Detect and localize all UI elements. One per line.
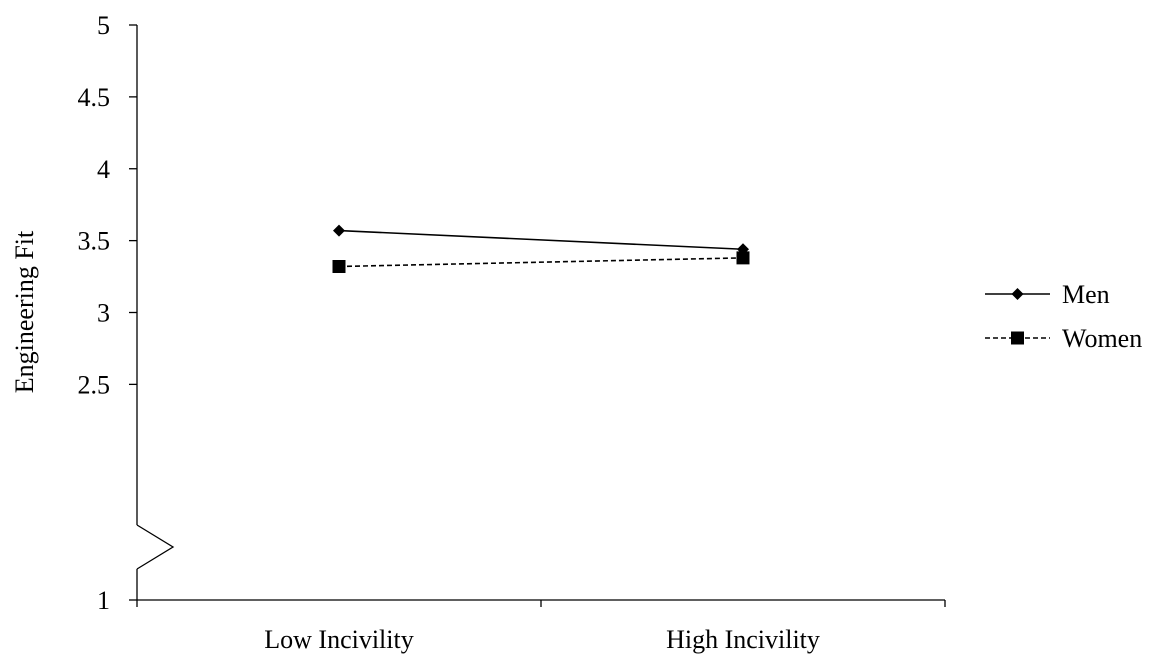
data-point-men bbox=[333, 224, 345, 237]
data-point-women bbox=[736, 251, 750, 265]
legend-marker bbox=[1011, 288, 1024, 300]
series-men bbox=[333, 224, 749, 256]
y-axis-break bbox=[136, 524, 175, 570]
y-tick-label: 4 bbox=[97, 155, 110, 184]
x-tick-label: High Incivility bbox=[666, 625, 820, 654]
legend-label: Men bbox=[1062, 280, 1110, 309]
legend: Men Women bbox=[985, 280, 1142, 353]
y-tick-label: 3.5 bbox=[78, 227, 111, 256]
series-line-women bbox=[338, 257, 744, 268]
series-line-men bbox=[338, 229, 744, 251]
series-women bbox=[332, 251, 750, 273]
axes bbox=[136, 25, 945, 601]
x-ticks: Low Incivility High Incivility bbox=[136, 600, 946, 654]
data-point-women bbox=[332, 260, 346, 273]
y-tick-label: 1 bbox=[97, 586, 110, 615]
y-tick-label: 2.5 bbox=[78, 370, 111, 399]
x-tick-label: Low Incivility bbox=[264, 625, 413, 654]
y-axis-label: Engineering Fit bbox=[10, 230, 39, 393]
y-tick-label: 3 bbox=[97, 299, 110, 328]
y-tick-label: 4.5 bbox=[78, 83, 111, 112]
series-layer bbox=[332, 224, 750, 273]
y-tick-label: 5 bbox=[97, 11, 110, 40]
legend-marker bbox=[1011, 331, 1024, 345]
legend-label: Women bbox=[1062, 324, 1142, 353]
y-ticks: 1 2.5 3 3.5 4 4.5 5 bbox=[78, 11, 137, 615]
legend-item-men: Men bbox=[985, 280, 1110, 309]
legend-item-women: Women bbox=[985, 324, 1142, 353]
